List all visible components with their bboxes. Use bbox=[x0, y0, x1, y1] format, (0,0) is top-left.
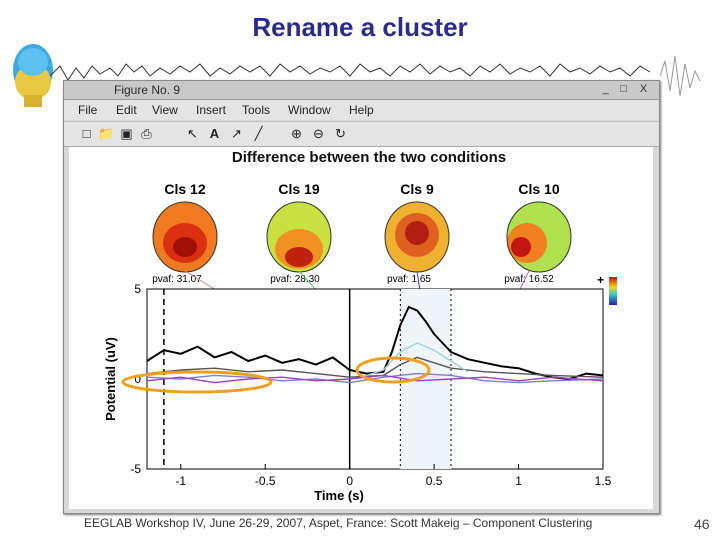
page-number: 46 bbox=[694, 516, 710, 532]
head-model-icon bbox=[13, 44, 53, 107]
y-axis-label: Potential (uV) bbox=[103, 337, 118, 421]
slide-footer: EEGLAB Workshop IV, June 26-29, 2007, As… bbox=[84, 516, 593, 530]
figure-canvas: Difference between the two conditions Cl… bbox=[69, 147, 653, 509]
scalp-maps: Cls 12 Cls 19 Cls 9 Cls 10 bbox=[152, 181, 572, 285]
ticks-layer: -1 -0.5 0 0.5 1 1.5 5 0 -5 bbox=[130, 282, 611, 488]
pvaf-12: pvaf: 31.07 bbox=[152, 274, 202, 285]
new-file-icon[interactable]: □ bbox=[82, 126, 91, 141]
cluster-label-19: Cls 19 bbox=[278, 181, 319, 197]
rotate-icon[interactable]: ↻ bbox=[335, 126, 346, 141]
cluster-label-9: Cls 9 bbox=[400, 181, 434, 197]
series-line-0 bbox=[146, 305, 604, 381]
slide-title: Rename a cluster bbox=[252, 12, 468, 42]
figure-svg: Difference between the two conditions Cl… bbox=[103, 149, 617, 503]
scalp-map-12 bbox=[152, 201, 218, 273]
highlight-ellipse-left bbox=[121, 370, 273, 394]
window-titlebar[interactable]: Figure No. 9 _ □ X bbox=[64, 81, 659, 100]
series-line-2 bbox=[146, 372, 604, 384]
line-tool-icon[interactable]: ╱ bbox=[254, 126, 263, 141]
open-folder-icon[interactable]: 📁 bbox=[98, 126, 115, 141]
text-tool-icon[interactable]: A bbox=[209, 126, 220, 141]
menu-help[interactable]: Help bbox=[349, 103, 374, 117]
menu-view[interactable]: View bbox=[152, 103, 178, 117]
x-axis-label: Time (s) bbox=[314, 488, 364, 503]
menu-file[interactable]: File bbox=[78, 103, 98, 117]
y-tick-label: -5 bbox=[130, 462, 141, 476]
figure-title: Difference between the two conditions bbox=[232, 149, 506, 166]
pvaf-10: pvaf: 16.52 bbox=[504, 274, 554, 285]
menu-tools[interactable]: Tools bbox=[242, 103, 271, 117]
minimize-button[interactable]: _ bbox=[602, 83, 609, 95]
zoom-out-icon[interactable]: ⊖ bbox=[313, 126, 324, 141]
menu-edit[interactable]: Edit bbox=[116, 103, 137, 117]
cluster-label-12: Cls 12 bbox=[164, 181, 205, 197]
x-tick-label: 1.5 bbox=[595, 474, 612, 488]
x-tick-label: -0.5 bbox=[255, 474, 276, 488]
close-button[interactable]: X bbox=[639, 83, 648, 95]
arrow-tool-icon[interactable]: ↗ bbox=[231, 126, 242, 141]
menu-window[interactable]: Window bbox=[288, 103, 331, 117]
highlight-ellipse-right bbox=[355, 356, 431, 384]
series-line-1 bbox=[146, 356, 604, 378]
figure-window: Figure No. 9 _ □ X File Edit View Insert… bbox=[63, 80, 660, 514]
colorbar-plus: + bbox=[597, 273, 604, 287]
x-tick-label: -1 bbox=[175, 474, 186, 488]
pvaf-19: pvaf: 28.30 bbox=[270, 274, 320, 285]
scalp-map-9 bbox=[384, 201, 450, 273]
zoom-in-icon[interactable]: ⊕ bbox=[291, 126, 302, 141]
toolbar: □ 📁 ▣ ⎙ ↖ A ↗ ╱ ⊕ ⊖ ↻ bbox=[64, 121, 659, 147]
window-title: Figure No. 9 bbox=[114, 83, 181, 97]
y-tick-label: 5 bbox=[134, 282, 141, 296]
x-tick-label: 0 bbox=[346, 474, 353, 488]
arrow-cursor-icon[interactable]: ↖ bbox=[187, 126, 198, 141]
save-icon[interactable]: ▣ bbox=[120, 126, 133, 141]
cluster-label-10: Cls 10 bbox=[518, 181, 559, 197]
x-tick-label: 0.5 bbox=[426, 474, 443, 488]
y-tick-label: 0 bbox=[134, 372, 141, 386]
menu-insert[interactable]: Insert bbox=[196, 103, 227, 117]
maximize-button[interactable]: □ bbox=[620, 83, 627, 95]
series-line-4 bbox=[366, 342, 469, 377]
print-icon[interactable]: ⎙ bbox=[141, 126, 152, 141]
eeg-trace-strip bbox=[49, 55, 701, 97]
series-layer bbox=[146, 289, 604, 469]
pvaf-9: pvaf: 1.65 bbox=[387, 274, 431, 285]
menu-bar: File Edit View Insert Tools Window Help bbox=[64, 100, 659, 120]
scalp-map-10 bbox=[506, 201, 572, 273]
x-tick-label: 1 bbox=[515, 474, 522, 488]
scalp-map-19 bbox=[266, 201, 332, 273]
